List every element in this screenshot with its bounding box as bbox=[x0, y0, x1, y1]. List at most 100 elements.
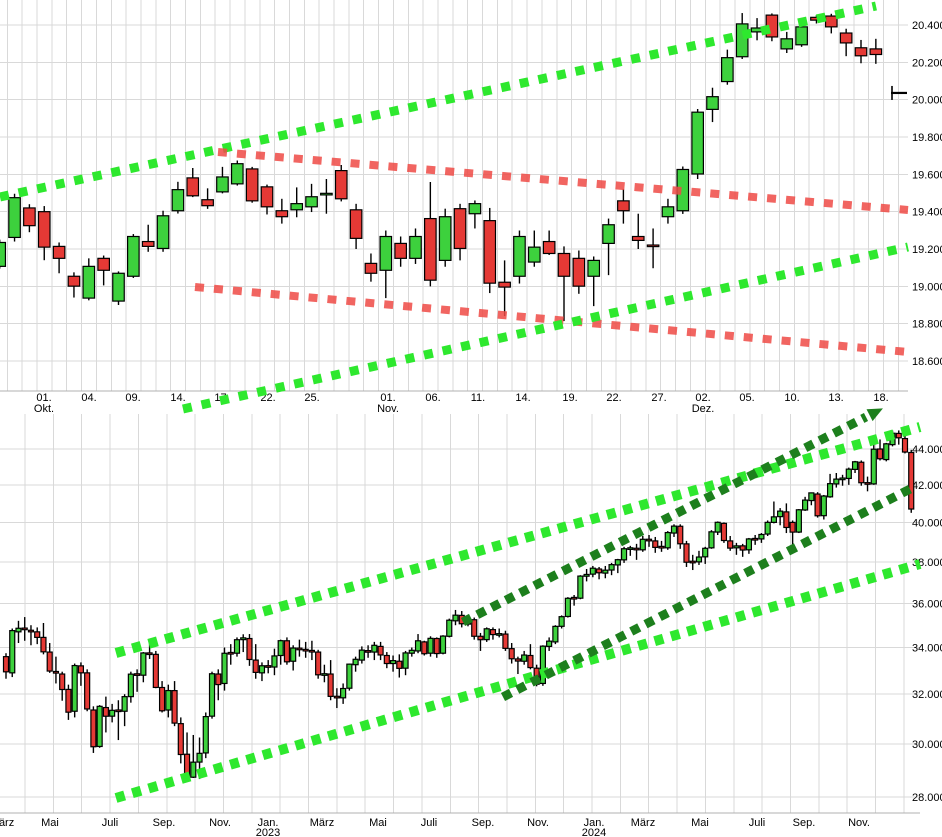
candle bbox=[514, 656, 522, 675]
candle bbox=[227, 644, 234, 665]
candle bbox=[683, 540, 690, 567]
candle-body-down bbox=[677, 525, 684, 545]
candle bbox=[377, 641, 384, 661]
x-axis-labels: 01.Okt.04.09.14.17.22.25.01.Nov.06.11.14… bbox=[34, 392, 889, 415]
candle-body-down bbox=[349, 209, 363, 239]
candle-body-down bbox=[477, 635, 484, 641]
x-axis-label: März bbox=[631, 817, 655, 829]
candle bbox=[646, 228, 660, 269]
daily-index-candlestick-chart: 20.40020.20020.00019.80019.60019.40019.2… bbox=[0, 0, 942, 415]
x-axis-label: 11. bbox=[471, 392, 485, 404]
candle bbox=[468, 200, 482, 229]
candle bbox=[439, 635, 447, 655]
candle-body-up bbox=[290, 647, 297, 662]
x-axis-label: 14. bbox=[170, 392, 185, 404]
candle-body-up bbox=[277, 640, 284, 657]
candle-body-down bbox=[90, 709, 97, 748]
candle bbox=[82, 258, 96, 301]
candle bbox=[208, 671, 216, 719]
candle bbox=[824, 13, 838, 34]
candle-body-up bbox=[202, 715, 209, 754]
candles bbox=[0, 13, 883, 322]
candle-body-up bbox=[802, 499, 809, 511]
x-axis-label: 05. bbox=[739, 392, 754, 404]
candle bbox=[327, 660, 334, 701]
candle-body-up bbox=[208, 673, 216, 717]
candle-body-down bbox=[334, 170, 348, 200]
candle bbox=[275, 198, 289, 224]
x-axis-label: Juli bbox=[749, 817, 766, 829]
candle bbox=[421, 640, 428, 656]
candle-body-down bbox=[97, 257, 111, 271]
candle-body-up bbox=[127, 673, 134, 698]
candle bbox=[758, 533, 765, 543]
candle-body-up bbox=[140, 652, 147, 676]
candle-body-down bbox=[23, 207, 36, 227]
candle bbox=[795, 509, 802, 534]
candle bbox=[489, 627, 497, 640]
candle bbox=[9, 628, 16, 678]
candle-body-up bbox=[795, 26, 808, 46]
candle bbox=[265, 660, 272, 674]
candle bbox=[708, 530, 715, 549]
candle-body-up bbox=[777, 510, 784, 518]
candle-body-down bbox=[21, 627, 28, 631]
y-axis-label: 44.000 bbox=[912, 444, 942, 456]
candle-body-up bbox=[121, 696, 128, 712]
candle bbox=[833, 472, 840, 488]
candle bbox=[571, 595, 578, 606]
candle bbox=[346, 663, 353, 691]
candle bbox=[539, 645, 546, 686]
candle-body-up bbox=[695, 556, 703, 563]
candle bbox=[383, 652, 390, 669]
candle-body-up bbox=[379, 235, 393, 271]
candle-body-down bbox=[46, 651, 53, 672]
candle bbox=[15, 620, 22, 644]
x-axis-label: Sep. bbox=[153, 817, 176, 829]
candle-body-down bbox=[720, 522, 728, 542]
x-axis-label: 10. bbox=[784, 392, 799, 404]
candle bbox=[595, 566, 603, 580]
candle-body-up bbox=[409, 235, 422, 259]
x-axis-label: 14. bbox=[515, 392, 530, 404]
candle bbox=[315, 649, 322, 679]
candle bbox=[496, 628, 503, 638]
candle bbox=[52, 656, 60, 684]
candle-body-up bbox=[714, 521, 721, 533]
candle-body-down bbox=[245, 168, 259, 202]
candle-body-up bbox=[602, 569, 609, 574]
candle-body-down bbox=[394, 242, 407, 259]
candle bbox=[233, 637, 241, 657]
candle-body-up bbox=[735, 23, 749, 58]
candle-body-up bbox=[352, 658, 359, 666]
candle-body-down bbox=[134, 673, 141, 676]
candle-body-up bbox=[795, 509, 802, 533]
candle-body-up bbox=[620, 548, 628, 561]
candle bbox=[583, 569, 590, 582]
candle-body-up bbox=[96, 705, 103, 748]
candle bbox=[126, 234, 140, 278]
x-axis-label: 02. bbox=[695, 392, 710, 404]
candle bbox=[402, 650, 409, 676]
candle bbox=[546, 637, 553, 651]
candle-body-up bbox=[402, 652, 409, 669]
candle bbox=[617, 188, 630, 224]
candle bbox=[283, 637, 291, 665]
candle bbox=[854, 39, 868, 64]
candle-body-down bbox=[508, 648, 515, 660]
candle-body-up bbox=[870, 448, 877, 485]
candle-body-down bbox=[901, 437, 909, 453]
candle bbox=[770, 501, 777, 524]
candle-body-down bbox=[633, 547, 640, 551]
candle bbox=[358, 646, 365, 664]
candles bbox=[2, 430, 915, 780]
y-axis-label: 19.600 bbox=[912, 169, 942, 181]
candle bbox=[438, 208, 452, 267]
candle bbox=[908, 449, 915, 513]
candle-body-down bbox=[498, 281, 511, 288]
candle-body-down bbox=[283, 640, 291, 663]
candle bbox=[246, 634, 253, 666]
candle-body-down bbox=[617, 200, 630, 212]
candle-body-down bbox=[67, 275, 81, 287]
